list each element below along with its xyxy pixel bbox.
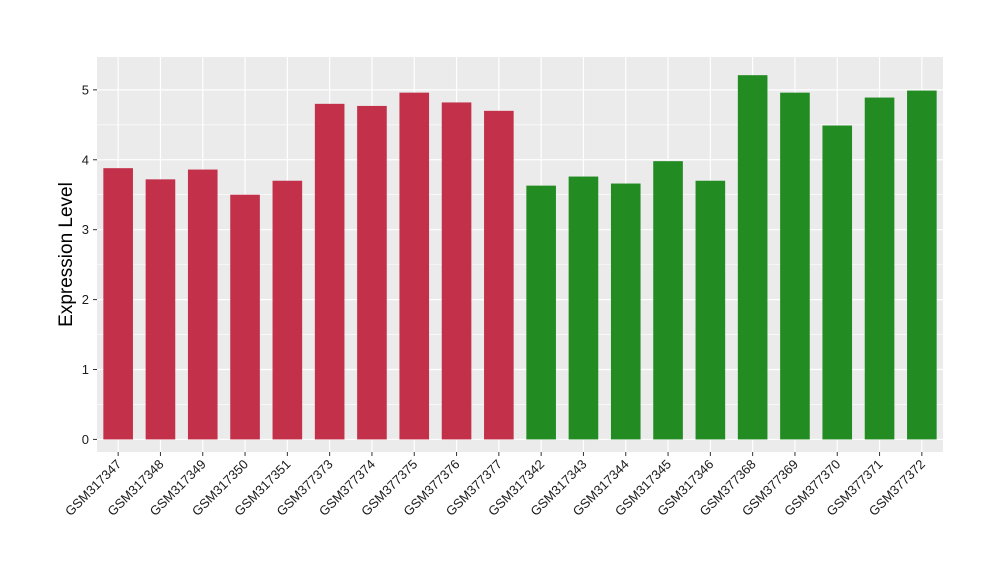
bar-GSM317348 bbox=[145, 179, 176, 440]
bar-GSM377373 bbox=[314, 103, 345, 440]
y-tick-label: 3 bbox=[82, 222, 89, 237]
bar-GSM377371 bbox=[864, 97, 895, 440]
bar-GSM377370 bbox=[822, 125, 853, 440]
bar-GSM317349 bbox=[187, 169, 218, 440]
bar-GSM377377 bbox=[484, 110, 514, 440]
y-tick-label: 5 bbox=[82, 82, 89, 97]
bar-GSM317343 bbox=[568, 176, 599, 440]
bar-GSM317344 bbox=[610, 183, 641, 440]
bars bbox=[103, 75, 937, 440]
bar-GSM377374 bbox=[357, 105, 387, 440]
x-axis: GSM317347GSM317348GSM317349GSM317350GSM3… bbox=[62, 452, 928, 519]
bar-GSM317351 bbox=[272, 180, 303, 440]
bar-GSM317346 bbox=[695, 180, 726, 440]
bar-GSM377375 bbox=[399, 92, 430, 440]
y-tick-label: 1 bbox=[82, 362, 89, 377]
bar-GSM377369 bbox=[780, 92, 810, 440]
y-axis: 0 1 2 3 4 5 bbox=[82, 82, 97, 447]
plot-panel bbox=[97, 57, 943, 452]
y-tick-label: 0 bbox=[82, 432, 89, 447]
bar-GSM317342 bbox=[526, 185, 556, 440]
bar-GSM317345 bbox=[653, 161, 683, 440]
bar-GSM317347 bbox=[103, 168, 133, 440]
y-axis-title: Expression Level bbox=[56, 182, 77, 327]
bar-GSM317350 bbox=[230, 194, 260, 440]
y-tick-label: 4 bbox=[82, 152, 89, 167]
bar-GSM377368 bbox=[737, 75, 768, 440]
y-tick-label: 2 bbox=[82, 292, 89, 307]
bar-GSM377372 bbox=[907, 90, 937, 440]
bar-GSM377376 bbox=[441, 102, 472, 440]
